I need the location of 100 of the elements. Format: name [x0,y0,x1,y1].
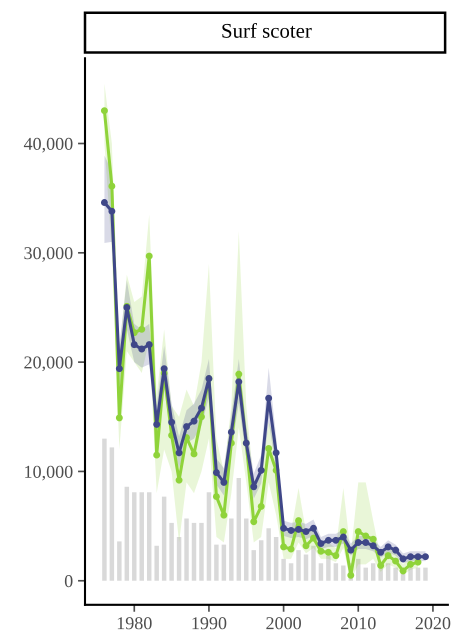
point [377,548,384,556]
bar [386,563,390,581]
bar [162,496,166,581]
point [302,542,310,550]
point [295,517,302,524]
bar [304,554,308,581]
point [400,555,407,562]
bar [318,563,324,581]
point [384,552,392,560]
bar [296,550,301,581]
bar [236,478,242,581]
bar [102,438,107,581]
point [362,539,370,546]
bar [363,568,368,581]
bar [266,528,271,581]
point [183,423,190,430]
point [302,528,310,536]
point [250,518,258,526]
point [332,552,340,560]
bar [117,541,122,581]
y-tick-label: 0 [64,575,73,588]
point [340,528,347,536]
point [324,548,332,556]
point [332,536,340,544]
point [362,532,370,540]
point [280,543,288,550]
point [138,326,146,333]
x-tick-label: 2000 [266,617,301,630]
point [347,546,354,554]
point [190,450,198,458]
bar [229,518,234,581]
point [153,420,160,428]
bar [274,537,278,581]
bar [206,492,212,581]
point [354,539,362,546]
point [220,512,228,519]
bar [356,558,361,581]
point [288,546,295,553]
y-tick-label: 40,000 [24,138,73,153]
bar [132,492,137,581]
point [265,445,272,452]
x-tick-label: 1990 [192,617,226,630]
point [146,252,153,260]
point [317,540,324,548]
point [138,346,146,352]
point [212,469,220,476]
point [116,414,123,422]
point [295,526,302,533]
point [235,378,242,386]
point [422,553,429,560]
bar [244,518,249,581]
point [392,558,400,565]
point [340,534,347,540]
point [370,542,377,550]
point [100,107,108,114]
point [265,394,272,402]
point [160,365,168,372]
point [176,476,183,484]
bar [416,568,420,581]
chart-title: Surf scoter [222,22,312,38]
point [198,413,205,420]
point [258,466,265,474]
point [258,502,265,510]
y-tick-label: 30,000 [24,247,73,262]
point [414,553,422,560]
point [288,526,295,534]
bar [334,563,338,581]
point [354,528,362,536]
point [310,534,317,542]
point [153,452,160,459]
bar [199,522,204,581]
point [280,524,288,532]
point [250,483,258,490]
bar [393,568,398,581]
bar [311,546,316,581]
bar [214,544,219,581]
bar [184,518,189,581]
point [146,341,153,348]
point [347,572,354,579]
bar [281,558,286,581]
bar [258,540,264,581]
point [377,562,384,569]
point [400,567,407,574]
bar [326,556,331,581]
point [168,418,176,426]
bar [146,492,152,581]
bar [408,568,413,581]
y-tick-label: 20,000 [24,356,73,372]
point [370,536,377,543]
point [220,478,228,486]
point [235,370,242,378]
point [392,546,400,554]
point [310,524,317,532]
bar [110,447,114,581]
x-tick-label: 2020 [416,617,450,630]
bar [124,486,130,581]
bar [252,550,256,581]
point [414,558,422,566]
bar [378,568,383,581]
y-tick-label: 10,000 [25,466,73,480]
